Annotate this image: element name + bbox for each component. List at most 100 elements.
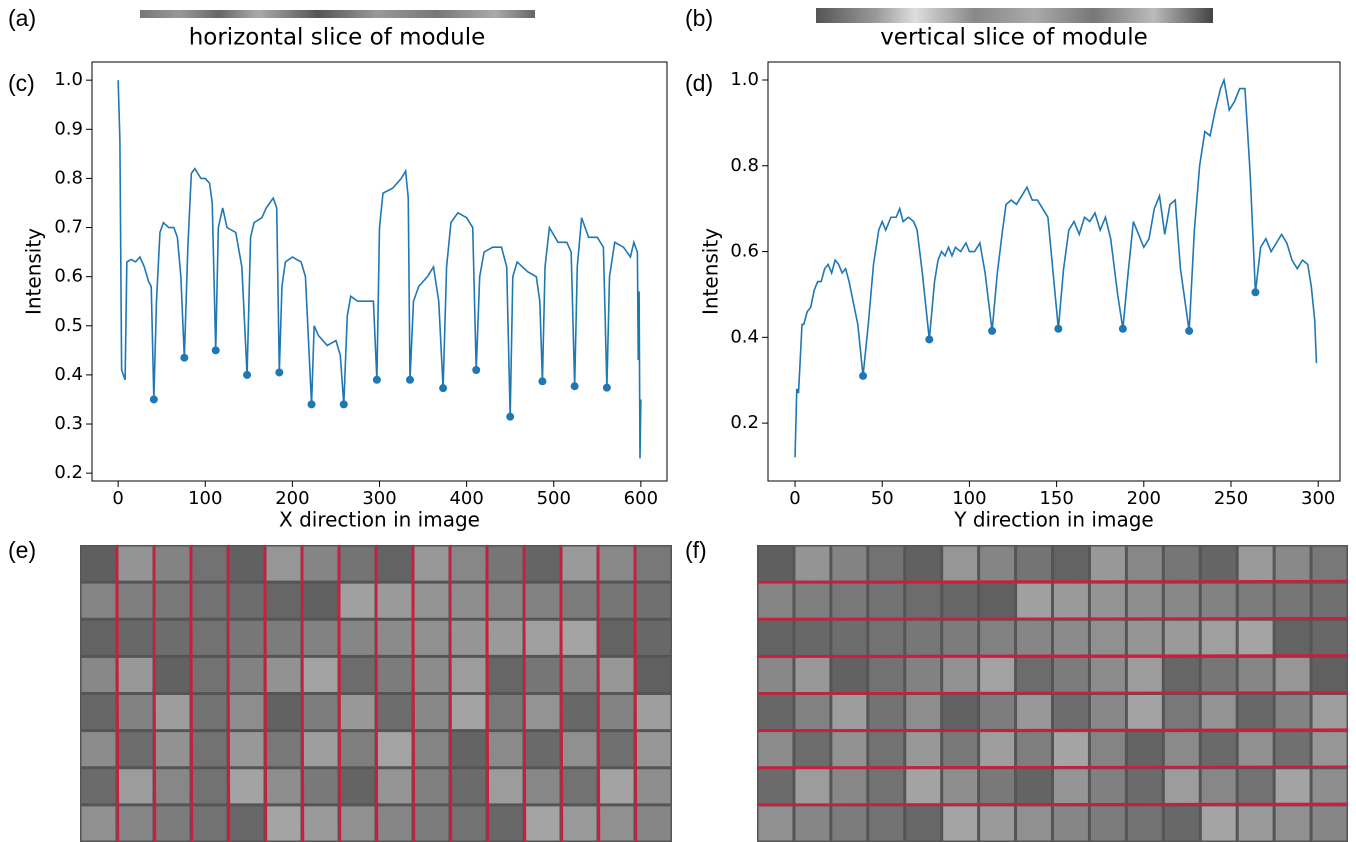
cell	[1127, 546, 1162, 581]
cell	[1312, 695, 1347, 730]
cell	[869, 583, 904, 618]
cell	[1312, 657, 1347, 692]
x-tick-label: 300	[1301, 488, 1335, 509]
cell	[869, 806, 904, 841]
cell	[869, 620, 904, 655]
marker	[307, 400, 316, 409]
cell	[1127, 732, 1162, 767]
cell	[1275, 546, 1310, 581]
cell	[1201, 620, 1236, 655]
marker	[405, 375, 414, 384]
cell	[943, 769, 978, 804]
cell	[1017, 732, 1051, 767]
cell	[1164, 583, 1199, 618]
cell	[943, 806, 978, 841]
cell	[1054, 657, 1088, 692]
y-tick-label: 0.6	[730, 241, 759, 262]
cell	[980, 620, 1015, 655]
cell	[192, 732, 227, 767]
cell	[1275, 769, 1310, 804]
cell	[832, 695, 867, 730]
cell	[636, 657, 671, 692]
cell	[451, 546, 486, 581]
x-tick-label: 50	[871, 488, 894, 509]
cell	[1090, 695, 1125, 730]
cell	[1201, 657, 1236, 692]
cell	[118, 695, 153, 730]
cell	[488, 546, 523, 581]
cell	[229, 620, 264, 655]
y-tick-label: 0.8	[730, 155, 759, 176]
cell	[525, 732, 560, 767]
y-tick-label: 1.0	[54, 69, 83, 90]
marker	[243, 370, 252, 379]
cell	[81, 657, 116, 692]
cell	[266, 546, 301, 581]
cut-line	[226, 544, 231, 842]
cell	[525, 769, 560, 804]
marker	[988, 326, 997, 335]
line	[117, 80, 642, 459]
y-tick-label: 1.0	[730, 69, 759, 90]
cell	[1054, 583, 1088, 618]
x-tick-label: 100	[188, 488, 222, 509]
y-axis-label: Intensity	[22, 228, 46, 315]
x-tick-label: 200	[1127, 488, 1161, 509]
marker	[602, 383, 611, 392]
horizontal-slice-strip	[140, 10, 535, 18]
cell	[488, 732, 523, 767]
y-tick-label: 0.3	[54, 413, 83, 434]
cell	[599, 769, 634, 804]
cell	[1201, 806, 1236, 841]
cut-line	[756, 728, 1349, 732]
cell	[303, 732, 338, 767]
cell	[525, 546, 560, 581]
cell	[980, 695, 1015, 730]
cell	[303, 806, 338, 841]
marker	[211, 346, 220, 355]
cell	[943, 620, 978, 655]
cut-line	[756, 691, 1349, 695]
cell	[155, 769, 190, 804]
cell	[758, 732, 793, 767]
cell	[1127, 769, 1162, 804]
cell	[1164, 657, 1199, 692]
cell	[229, 695, 264, 730]
plot-frame	[91, 61, 668, 482]
cell	[340, 769, 375, 804]
cut-line	[411, 544, 416, 842]
cell	[832, 732, 867, 767]
cell	[451, 657, 486, 692]
cell	[303, 657, 338, 692]
cell	[155, 546, 190, 581]
y-tick-label: 0.2	[54, 462, 83, 483]
slice-caption: horizontal slice of module	[189, 25, 486, 51]
cell	[636, 732, 671, 767]
cell	[155, 620, 190, 655]
marker	[538, 377, 547, 386]
cell	[1127, 620, 1162, 655]
cell	[1275, 657, 1310, 692]
cell	[1054, 806, 1088, 841]
cell	[1017, 695, 1051, 730]
cell	[81, 620, 116, 655]
cell	[1090, 806, 1125, 841]
cell	[832, 657, 867, 692]
marker	[1251, 288, 1260, 297]
cell	[377, 583, 412, 618]
cell	[1312, 583, 1347, 618]
cell	[795, 583, 830, 618]
cut-line	[115, 544, 120, 842]
module-image-vertical-cuts	[80, 544, 672, 842]
cell	[758, 657, 793, 692]
cell	[451, 769, 486, 804]
cut-line	[756, 579, 1349, 584]
cell	[1164, 620, 1199, 655]
cell	[636, 769, 671, 804]
cell	[1090, 732, 1125, 767]
cut-line	[559, 544, 564, 842]
cell	[636, 583, 671, 618]
cell	[906, 620, 941, 655]
marker	[472, 365, 481, 374]
cell	[303, 620, 338, 655]
